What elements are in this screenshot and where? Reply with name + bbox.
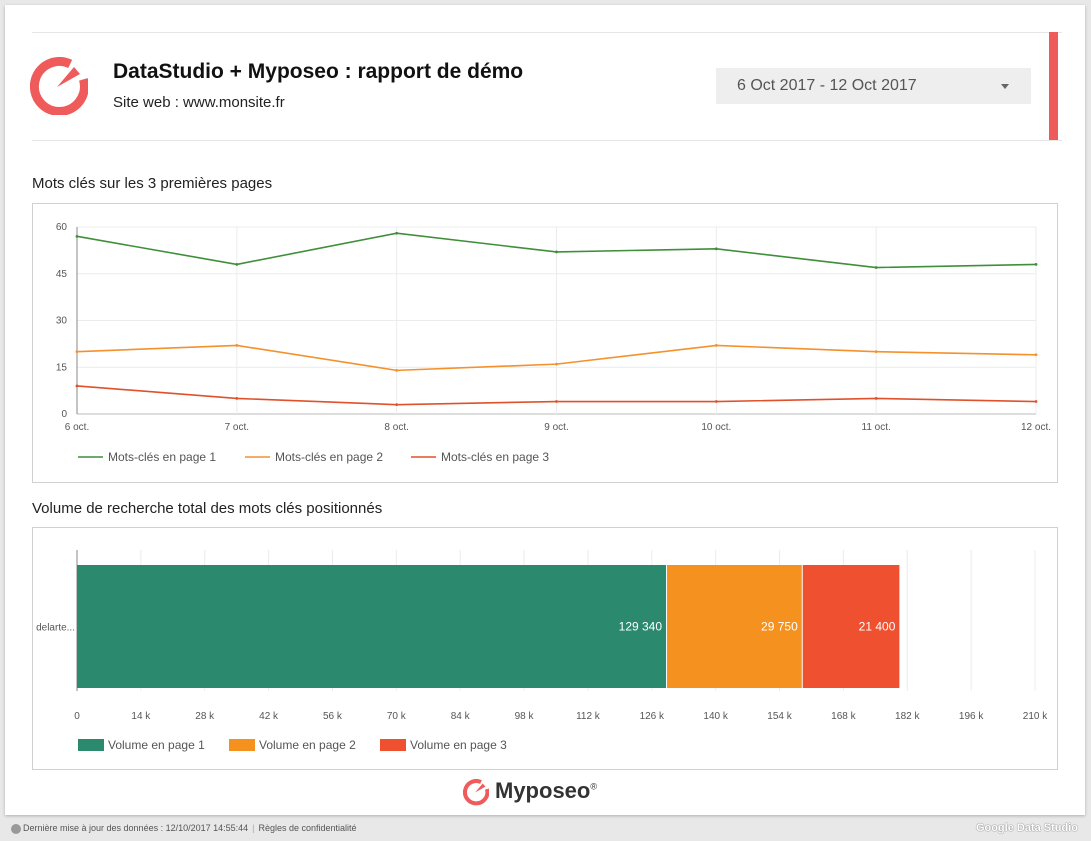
- legend-swatch: [380, 739, 406, 751]
- x-tick-label: 182 k: [895, 711, 920, 722]
- x-tick-label: 126 k: [640, 711, 665, 722]
- bar-chart-panel: 0 14 k 28 k 42 k 56 k 70 k 84 k 98 k 112 k 126 k 1…: [32, 527, 1058, 770]
- bar-segment-page-3: [802, 565, 900, 688]
- x-tick-label: 70 k: [387, 711, 407, 722]
- data-point: [235, 263, 239, 266]
- footer-myposeo-icon: [463, 778, 489, 806]
- date-range-value: 6 Oct 2017 - 12 Oct 2017: [737, 77, 917, 94]
- legend-label: Volume en page 1: [108, 738, 205, 752]
- x-tick-label: 196 k: [959, 711, 984, 722]
- privacy-link[interactable]: Règles de confidentialité: [258, 823, 357, 833]
- data-point: [235, 344, 239, 347]
- line-chart-panel: 0 15 30 45 60 6 oct. 7 oct. 8 oct. 9 oct. 10 oct.…: [32, 203, 1058, 483]
- data-point: [714, 400, 718, 403]
- data-point: [395, 403, 399, 407]
- data-point: [555, 362, 558, 366]
- footer-brand-name: Myposeo: [495, 778, 591, 803]
- x-tick-label: 8 oct.: [384, 422, 408, 433]
- legend-swatch: [78, 739, 104, 751]
- line-chart: 0 15 30 45 60 6 oct. 7 oct. 8 oct. 9 oct. 10 oct.…: [56, 222, 1051, 464]
- legend-label: Volume en page 2: [259, 738, 356, 752]
- data-point: [714, 344, 718, 347]
- data-point: [1034, 400, 1038, 403]
- data-point: [874, 350, 878, 354]
- data-point: [1034, 353, 1038, 357]
- x-tick-label: 0: [74, 711, 80, 722]
- google-data-studio-brand[interactable]: Google Data Studio: [975, 822, 1078, 834]
- status-bar: Dernière mise à jour des données : 12/10…: [0, 818, 1091, 841]
- footer-registered-mark: ®: [590, 781, 597, 792]
- data-point: [75, 350, 79, 354]
- y-tick-label: 45: [56, 269, 68, 280]
- x-tick-label: 154 k: [767, 711, 792, 722]
- chevron-down-icon: [1001, 84, 1009, 89]
- x-tick-label: 98 k: [515, 711, 535, 722]
- bar-chart-title: Volume de recherche total des mots clés …: [32, 500, 383, 517]
- x-tick-label: 6 oct.: [65, 422, 89, 433]
- myposeo-logo-icon: [30, 57, 88, 115]
- status-text: Dernière mise à jour des données : 12/10…: [23, 823, 357, 833]
- data-point: [555, 400, 558, 403]
- x-tick-label: 14 k: [131, 711, 151, 722]
- report-page: DataStudio + Myposeo : rapport de démo S…: [5, 5, 1085, 815]
- x-tick-label: 11 oct.: [862, 422, 891, 433]
- bar-value-label: 129 340: [619, 620, 663, 634]
- x-tick-label: 210 k: [1023, 711, 1048, 722]
- legend-label: Mots-clés en page 3: [441, 450, 549, 464]
- bar-segment-page-2: [667, 565, 802, 688]
- legend-swatch: [229, 739, 255, 751]
- legend-label: Mots-clés en page 2: [275, 450, 383, 464]
- x-tick-label: 42 k: [259, 711, 279, 722]
- data-point: [874, 397, 878, 400]
- bar-segment-page-1: [77, 565, 667, 688]
- header-divider-bottom: [32, 140, 1062, 141]
- y-tick-label: 15: [56, 362, 68, 373]
- x-tick-label: 7 oct.: [225, 422, 249, 433]
- header-accent-bar: [1049, 32, 1058, 140]
- report-title: DataStudio + Myposeo : rapport de démo: [113, 60, 524, 83]
- x-tick-label: 9 oct.: [544, 422, 568, 433]
- y-tick-label: 0: [61, 409, 67, 420]
- footer-brand: Myposeo®: [495, 778, 597, 804]
- data-point: [714, 247, 718, 251]
- y-tick-label: 60: [56, 222, 68, 233]
- data-point: [1034, 263, 1038, 266]
- bar-chart: 0 14 k 28 k 42 k 56 k 70 k 84 k 98 k 112 k 126 k 1…: [36, 550, 1048, 752]
- x-tick-label: 28 k: [195, 711, 215, 722]
- x-tick-label: 84 k: [451, 711, 471, 722]
- data-point: [874, 266, 878, 269]
- x-tick-label: 112 k: [576, 711, 601, 722]
- data-point: [75, 234, 79, 238]
- status-separator: |: [252, 823, 255, 833]
- last-updated-text: Dernière mise à jour des données : 12/10…: [23, 823, 249, 833]
- x-tick-label: 10 oct.: [701, 422, 731, 433]
- x-tick-label: 56 k: [323, 711, 343, 722]
- data-point: [395, 368, 399, 372]
- data-point: [555, 250, 558, 254]
- info-icon[interactable]: [11, 824, 21, 834]
- category-label: delarte...: [36, 623, 75, 634]
- line-chart-title: Mots clés sur les 3 premières pages: [32, 175, 273, 192]
- date-range-picker[interactable]: 6 Oct 2017 - 12 Oct 2017: [716, 68, 1031, 104]
- report-subtitle: Site web : www.monsite.fr: [113, 94, 285, 111]
- legend-label: Mots-clés en page 1: [108, 450, 216, 464]
- data-point: [75, 384, 79, 388]
- x-tick-label: 140 k: [703, 711, 728, 722]
- x-tick-label: 12 oct.: [1021, 422, 1051, 433]
- legend-label: Volume en page 3: [410, 738, 507, 752]
- y-tick-label: 30: [56, 316, 68, 327]
- bar-value-label: 21 400: [859, 620, 896, 634]
- data-point: [235, 397, 239, 400]
- x-tick-label: 168 k: [831, 711, 856, 722]
- bar-value-label: 29 750: [761, 620, 798, 634]
- data-point: [395, 231, 399, 235]
- header-divider-top: [32, 32, 1062, 33]
